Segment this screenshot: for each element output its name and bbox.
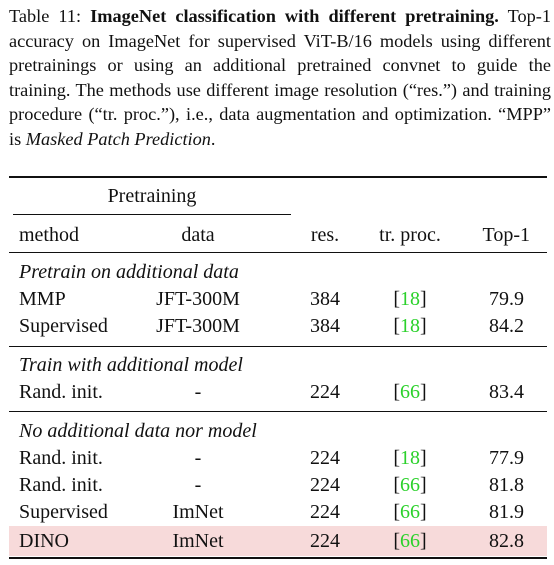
header-top1: Top-1 bbox=[482, 224, 530, 246]
pretraining-underline bbox=[13, 214, 291, 215]
caption-label: Table 11: bbox=[9, 6, 82, 26]
table-caption: Table 11: ImageNet classification with d… bbox=[9, 4, 551, 151]
row-res: 224 bbox=[310, 530, 340, 552]
header-rule bbox=[9, 252, 547, 253]
section-title: No additional data nor model bbox=[19, 420, 257, 442]
row-data: - bbox=[194, 381, 202, 403]
row-top1: 79.9 bbox=[489, 288, 524, 310]
bottom-rule bbox=[9, 557, 547, 559]
row-data: ImNet bbox=[172, 501, 224, 523]
row-data: - bbox=[194, 447, 202, 469]
dino-row-highlight bbox=[9, 526, 547, 556]
row-res: 224 bbox=[310, 447, 340, 469]
row-top1: 84.2 bbox=[489, 315, 524, 337]
row-data: JFT-300M bbox=[156, 288, 240, 310]
citation-link[interactable]: 66 bbox=[400, 530, 420, 552]
row-proc: [18] bbox=[393, 288, 427, 310]
row-res: 224 bbox=[310, 381, 340, 403]
top-rule bbox=[9, 176, 547, 178]
header-res: res. bbox=[310, 224, 340, 246]
caption-body: Top-1 accuracy on ImageNet for supervise… bbox=[9, 6, 551, 149]
row-method: Supervised bbox=[19, 315, 108, 337]
row-method: Rand. init. bbox=[19, 381, 103, 403]
row-res: 384 bbox=[310, 315, 340, 337]
citation-link[interactable]: 18 bbox=[400, 288, 420, 310]
header-data: data bbox=[181, 224, 215, 246]
citation-link[interactable]: 66 bbox=[400, 474, 420, 496]
row-top1: 77.9 bbox=[489, 447, 524, 469]
section-rule bbox=[9, 346, 547, 347]
section-title: Train with additional model bbox=[19, 354, 243, 376]
row-data: - bbox=[194, 474, 202, 496]
section-title: Pretrain on additional data bbox=[19, 261, 239, 283]
row-data: JFT-300M bbox=[156, 315, 240, 337]
caption-body-end: . bbox=[210, 128, 216, 149]
row-res: 224 bbox=[310, 501, 340, 523]
row-method: Rand. init. bbox=[19, 474, 103, 496]
citation-link[interactable]: 66 bbox=[400, 381, 420, 403]
row-top1: 81.8 bbox=[489, 474, 524, 496]
row-proc: [18] bbox=[393, 447, 427, 469]
header-method: method bbox=[19, 224, 79, 246]
citation-link[interactable]: 66 bbox=[400, 501, 420, 523]
row-method: Rand. init. bbox=[19, 447, 103, 469]
row-top1: 81.9 bbox=[489, 501, 524, 523]
row-data: ImNet bbox=[172, 530, 224, 552]
caption-body-italic: Masked Patch Prediction bbox=[25, 128, 211, 149]
row-top1: 82.8 bbox=[489, 530, 524, 552]
citation-link[interactable]: 18 bbox=[400, 447, 420, 469]
section-rule bbox=[9, 411, 547, 412]
row-proc: [66] bbox=[393, 530, 427, 552]
citation-link[interactable]: 18 bbox=[400, 315, 420, 337]
row-method: Supervised bbox=[19, 501, 108, 523]
header-proc: tr. proc. bbox=[379, 224, 441, 246]
row-method: DINO bbox=[19, 530, 69, 552]
row-res: 224 bbox=[310, 474, 340, 496]
row-method: MMP bbox=[19, 288, 66, 310]
row-top1: 83.4 bbox=[489, 381, 524, 403]
row-proc: [66] bbox=[393, 381, 427, 403]
row-proc: [66] bbox=[393, 501, 427, 523]
row-res: 384 bbox=[310, 288, 340, 310]
header-pretraining: Pretraining bbox=[107, 185, 197, 207]
row-proc: [18] bbox=[393, 315, 427, 337]
caption-title: ImageNet classification with different p… bbox=[90, 6, 499, 26]
row-proc: [66] bbox=[393, 474, 427, 496]
